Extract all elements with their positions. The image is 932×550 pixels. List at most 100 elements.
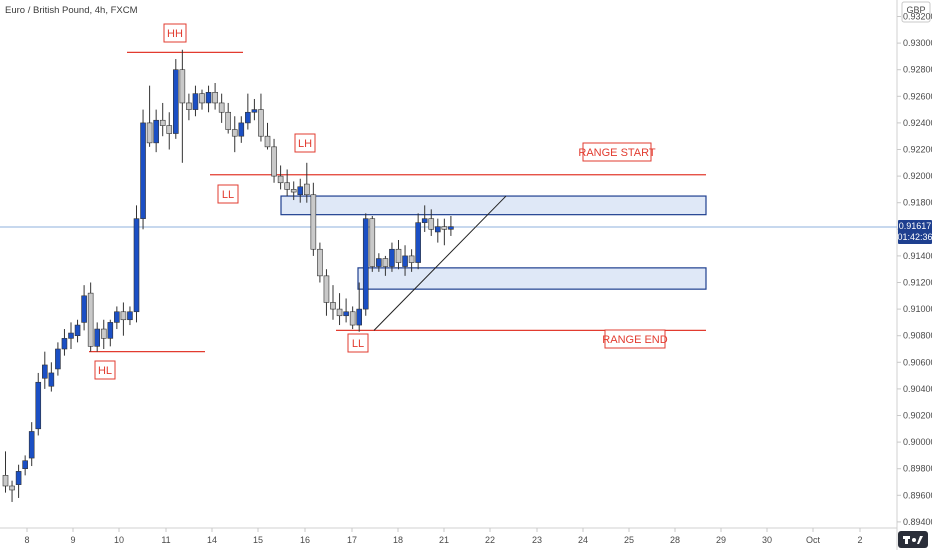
candle-body-bear [408,255,415,263]
ll-label-upper-text: LL [222,189,234,201]
candle-body-bull [205,92,212,104]
logo-mark-slash [917,536,923,544]
candle-body-bear [231,129,238,137]
candle-body-bull [356,308,363,326]
ll-label-upper[interactable]: LL [217,184,239,204]
candle-body-bull [173,69,179,134]
candle-body-bull [48,372,55,387]
candle-body-bull [81,295,87,323]
candle-body-bull [415,222,421,263]
candle-body-bull [389,248,395,267]
range-end-label[interactable]: RANGE END [602,329,668,349]
candle-body-bull [238,122,245,137]
candle-body-bear [336,308,343,317]
candle-body-bull [41,364,48,379]
tradingview-logo-icon[interactable] [898,531,928,548]
candle-body-bear [323,275,330,303]
currency-box[interactable] [901,1,931,23]
candle-body-bull [94,328,100,347]
candle-body-bear [87,292,94,347]
candle-body-bull [245,111,251,124]
range-start-label-box [582,142,652,162]
candle-body-bull [68,332,74,339]
range-end-label-box [604,329,666,349]
x-tick-label: 16 [300,535,310,545]
candle-body-bull [114,311,120,323]
x-tick-label: 8 [24,535,29,545]
candle-body-bear [264,135,271,148]
currency-label: GBP [906,5,925,15]
lh-label-text: LH [298,138,312,150]
x-axis-ticks[interactable]: 8 9 10 11 14 15 16 17 18 21 22 23 24 25 28 29 30 Oct 2 [24,528,863,545]
hl-label[interactable]: HL [94,360,116,380]
candle-body-bear [120,311,127,321]
candle-body-bear [9,485,15,491]
candle-body-bull [421,218,428,223]
candle-body-bear [218,102,225,113]
x-tick-label: Oct [806,535,821,545]
x-tick-label: 2 [857,535,862,545]
ll-label-lower[interactable]: LL [347,333,369,353]
candle-body-bear [146,122,153,144]
range-start-label[interactable]: RANGE START [578,142,656,162]
x-tick-label: 22 [485,535,495,545]
lh-label-box [294,133,316,153]
lower-zone[interactable] [357,267,707,290]
candle-body-bear [369,218,376,267]
x-tick-label: 9 [70,535,75,545]
x-tick-label: 10 [114,535,124,545]
candle-body-bear [100,328,107,339]
x-tick-label: 18 [393,535,403,545]
label-layer[interactable]: HH LL LH RANGE START RANGE END HL LL [94,23,668,380]
logo-mark-stem [905,538,908,544]
candle-body-bull [22,460,28,470]
hh-label[interactable]: HH [163,23,187,43]
x-tick-label: 23 [532,535,542,545]
candle-body-bear [277,175,284,184]
candle-body-bull [107,322,114,339]
candle-body-bear [310,194,317,250]
candle-body-bull [434,226,441,233]
candle-body-bull [448,226,454,230]
candle-body-bull [192,93,199,110]
candle-body-bull [140,122,146,219]
candle-body-bear [428,218,435,230]
candle-body-bull [28,431,35,459]
ll-label-upper-box [217,184,239,204]
lh-label[interactable]: LH [294,133,316,153]
zone-layer [280,195,707,290]
candle-body-bear [284,182,290,190]
x-tick-label: 24 [578,535,588,545]
hh-label-text: HH [167,28,183,40]
x-tick-label: 11 [161,535,170,545]
range-start-label-text: RANGE START [578,147,655,159]
candle-body-bear [159,119,166,126]
current-price-label: 0.91617 01:42:36 [897,220,932,245]
candle-body-bull [74,324,81,336]
candle-body-bear [317,248,323,277]
candle-body-bull [343,311,349,317]
x-tick-label: 28 [670,535,680,545]
candle-body-bear [441,226,448,230]
candle-body-bear [186,102,192,110]
logo-mark-bar [903,536,910,539]
upper-zone[interactable] [280,195,707,216]
candle-body-bear [2,475,9,487]
candle-body-bear [382,258,389,267]
trendline[interactable] [373,195,507,331]
candle-body-bear [212,92,218,104]
price-tag-countdown: 01:42:36 [897,232,932,242]
